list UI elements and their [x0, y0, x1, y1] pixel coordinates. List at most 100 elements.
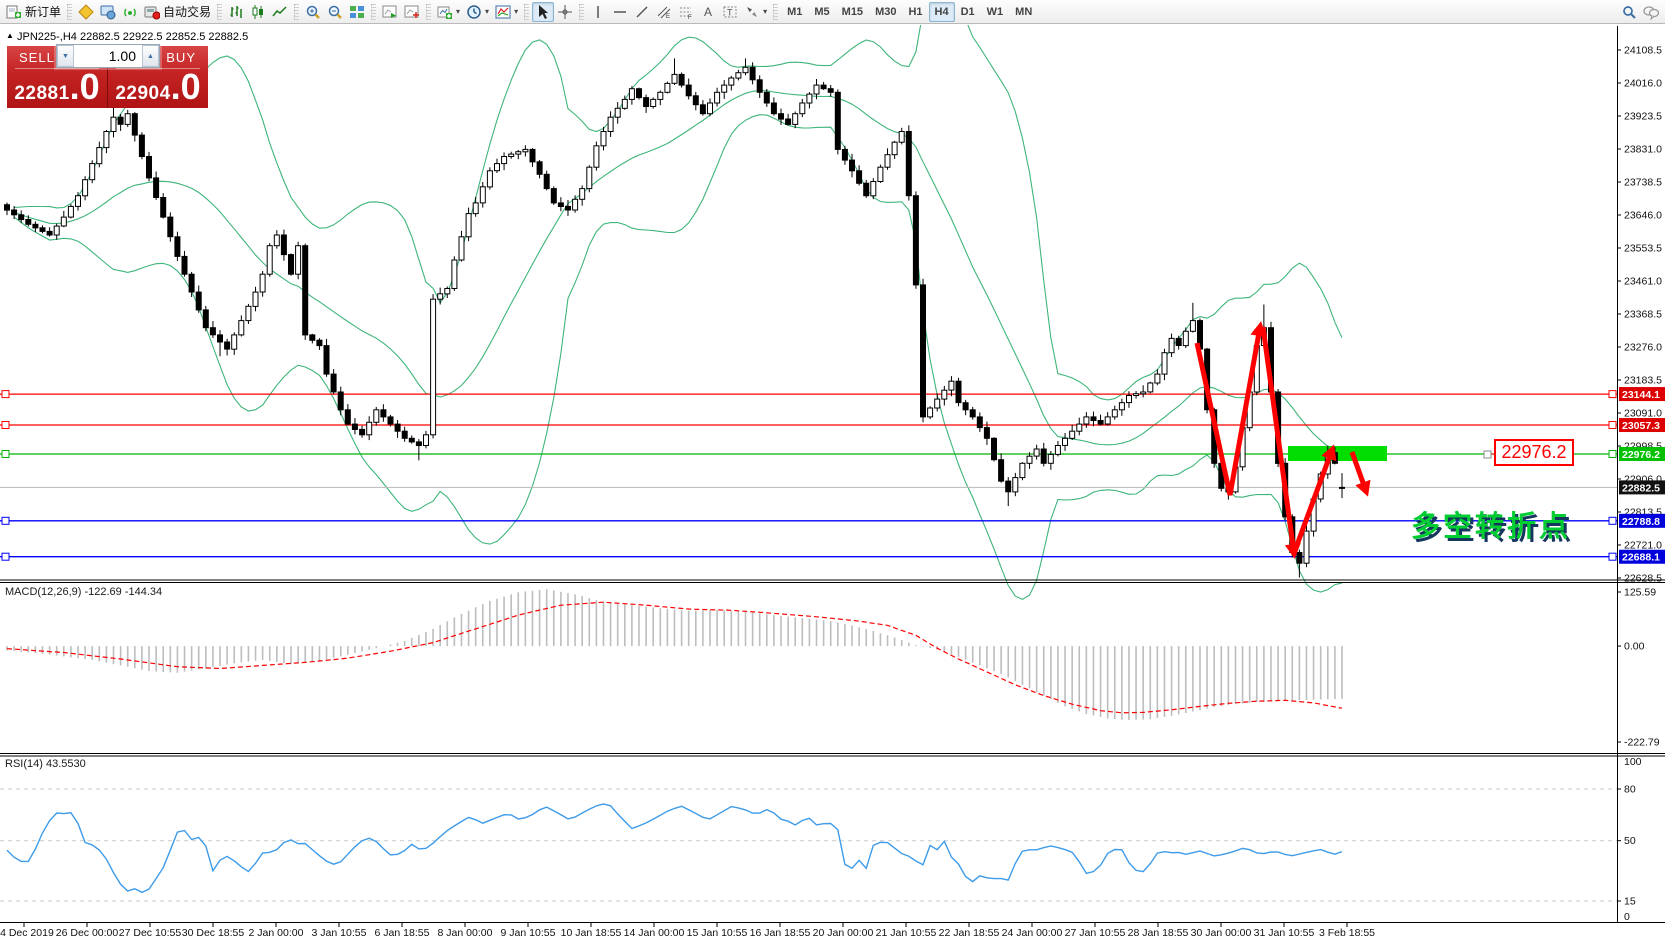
vertical-line-tool[interactable]: [587, 2, 609, 22]
auto-trading-button[interactable]: 自动交易: [141, 2, 214, 22]
chat-button[interactable]: [1640, 2, 1662, 22]
indicators-button[interactable]: ▾: [492, 2, 521, 22]
candle-body: [969, 409, 976, 418]
arrows-tool[interactable]: ▾: [741, 2, 770, 22]
signals-button[interactable]: [119, 2, 141, 22]
main-toolbar: 新订单 自动交易 ▾ ▾ ▾ E F A T ▾ M1 M5 M15 M30 H1 H4 D1 W1 MN: [0, 0, 1665, 24]
candle-body: [437, 293, 444, 300]
candle-body: [153, 177, 160, 198]
candle-body: [479, 186, 486, 204]
callout-anchor-handle[interactable]: [1483, 450, 1492, 459]
line-chart-button[interactable]: [269, 2, 291, 22]
zigzag-stroke[interactable]: [1194, 326, 1263, 496]
timeframe-h1-button[interactable]: H1: [908, 5, 923, 18]
time-tick-label: 15 Jan 10:55: [687, 927, 748, 939]
fibonacci-tool[interactable]: F: [675, 2, 697, 22]
timeframe-m15-button[interactable]: M15: [841, 5, 864, 18]
price-badge: [1619, 387, 1665, 402]
candle-body: [117, 116, 124, 125]
candle-body: [359, 428, 366, 436]
line-handle[interactable]: [1608, 552, 1617, 561]
candle-body: [920, 284, 926, 418]
time-axis[interactable]: 24 Dec 2019 26 Dec 00:00 27 Dec 10:55 30 De…: [0, 922, 1665, 939]
text-tool[interactable]: A: [697, 2, 719, 22]
bar-chart-button[interactable]: [225, 2, 247, 22]
new-chart-button[interactable]: ▾: [434, 2, 463, 22]
one-click-trade-panel: SELL 22881.0 BUY 22904.0 ▼ 1.00 ▲: [7, 44, 208, 108]
line-handle[interactable]: [1608, 516, 1617, 525]
line-handle[interactable]: [1608, 421, 1617, 429]
profiles-button[interactable]: ▾: [463, 2, 492, 22]
new-order-button[interactable]: 新订单: [3, 2, 64, 22]
timeframe-m30-button[interactable]: M30: [875, 5, 897, 18]
market-watch-button[interactable]: [97, 2, 119, 22]
line-handle[interactable]: [1608, 450, 1617, 458]
candle-body: [1339, 486, 1345, 489]
zoom-in-button[interactable]: [302, 2, 324, 22]
search-button[interactable]: [1618, 2, 1640, 22]
line-handle[interactable]: [1, 421, 10, 429]
auto-scroll-button[interactable]: [379, 2, 401, 22]
svg-text:T: T: [727, 7, 733, 17]
timeframe-h4-button[interactable]: H4: [928, 1, 955, 22]
time-tick-label: 3 Feb 18:55: [1319, 927, 1375, 939]
line-handle[interactable]: [1, 390, 10, 399]
candle-body: [756, 79, 763, 93]
candle-body: [1040, 448, 1047, 464]
candle-body: [1083, 416, 1090, 425]
candle-body: [387, 416, 394, 425]
candle-body: [529, 148, 536, 163]
candle-body: [792, 113, 799, 125]
zigzag-annotation[interactable]: [1194, 321, 1371, 559]
volume-input[interactable]: 1.00: [108, 48, 136, 64]
buy-label: BUY: [166, 50, 196, 65]
chinese-annotation[interactable]: 多空转折点: [1411, 511, 1572, 543]
timeframe-mn-button[interactable]: MN: [1015, 5, 1033, 18]
symbol-arrow-icon[interactable]: ▲: [6, 31, 14, 40]
cursor-tool-button[interactable]: [532, 1, 555, 22]
candlestick-button[interactable]: [247, 2, 269, 22]
timeframe-m1-button[interactable]: M1: [787, 5, 803, 18]
price-callout-box[interactable]: 22976.2: [1494, 439, 1574, 466]
candle-body: [735, 72, 742, 79]
price-axis[interactable]: 24108.5 24016.0 23923.5 23831.0 23738.5 23646…: [1617, 26, 1665, 922]
volume-decrease-button[interactable]: ▼: [57, 45, 74, 67]
chart-shift-button[interactable]: [401, 2, 423, 22]
history-center-button[interactable]: [75, 2, 97, 22]
time-tick-label: 9 Jan 10:55: [501, 927, 556, 939]
zigzag-stroke[interactable]: [1260, 326, 1297, 554]
candle-body: [302, 245, 309, 336]
chart-shift-icon: [404, 4, 420, 20]
crosshair-tool-button[interactable]: [554, 2, 576, 22]
candle-body: [572, 198, 579, 211]
zigzag-arrowhead: [1321, 444, 1337, 462]
timeframe-w1-button[interactable]: W1: [986, 5, 1004, 18]
candle-body: [934, 398, 941, 409]
line-handle[interactable]: [1608, 390, 1617, 399]
horizontal-line-tool[interactable]: [609, 2, 631, 22]
candle-body: [998, 459, 1005, 482]
candle-body: [181, 255, 188, 275]
candle-body: [401, 430, 408, 439]
line-handle[interactable]: [1, 516, 10, 525]
zigzag-stroke[interactable]: [1291, 449, 1335, 554]
timeframe-d1-button[interactable]: D1: [960, 5, 975, 18]
candle-body: [898, 131, 905, 143]
line-handle[interactable]: [1, 450, 10, 458]
text-label-tool[interactable]: T: [719, 2, 741, 22]
time-tick-label: 2 Jan 00:00: [249, 927, 304, 939]
rsi-indicator-label: RSI(14) 43.5530: [5, 758, 86, 770]
candle-body: [664, 82, 671, 93]
candle-body: [607, 116, 614, 132]
price-badge-label: 22688.1: [1622, 552, 1660, 564]
line-handle[interactable]: [1, 552, 10, 561]
equidistant-channel-tool[interactable]: E: [653, 2, 675, 22]
tile-windows-button[interactable]: [346, 2, 368, 22]
trendline-tool[interactable]: [631, 2, 653, 22]
chart-canvas[interactable]: 24108.5 24016.0 23923.5 23831.0 23738.5 23646…: [0, 25, 1665, 945]
candle-body: [891, 141, 898, 156]
timeframe-m5-button[interactable]: M5: [814, 5, 830, 18]
volume-increase-button[interactable]: ▲: [142, 45, 159, 67]
candle-body: [82, 179, 89, 197]
zoom-out-button[interactable]: [324, 2, 346, 22]
